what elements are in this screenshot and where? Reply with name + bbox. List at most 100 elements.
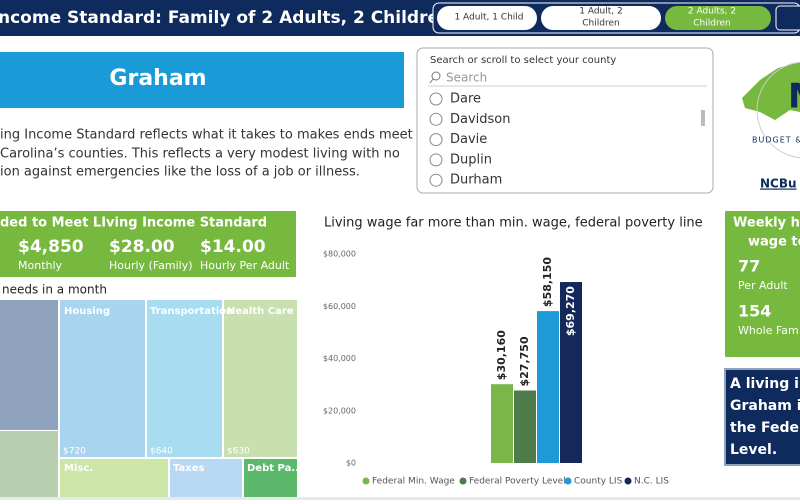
callout-line: Graham is: [730, 398, 800, 414]
callout-line: Level.: [730, 442, 777, 458]
radio[interactable]: [429, 173, 443, 187]
value-label: $58,150: [541, 257, 554, 307]
tab[interactable]: [437, 6, 537, 30]
tile-label: Health Care: [227, 306, 294, 317]
value-label: $30,160: [495, 330, 508, 380]
logo-tagline: BUDGET &: [752, 136, 800, 145]
slicer-option[interactable]: Durham: [450, 173, 502, 188]
card-title: Weekly ho: [733, 216, 800, 231]
legend-label: Federal Poverty Level: [469, 477, 566, 487]
slicer-options: Dare Davidson Davie Duplin Durham: [429, 92, 511, 188]
tab-selected[interactable]: [665, 6, 771, 30]
bar: [537, 311, 559, 463]
chart-title: Living wage far more than min. wage, fed…: [324, 216, 703, 231]
tile-label: Misc.: [64, 463, 93, 474]
tile-value: $720: [63, 447, 86, 457]
card-title: ded to Meet LIving Income Standard: [0, 216, 267, 231]
treemap-tile: [147, 300, 222, 457]
slicer-option[interactable]: Duplin: [450, 152, 492, 167]
search-icon: [429, 78, 434, 84]
tile-value: $640: [150, 447, 173, 457]
slicer-label: Search or scroll to select your county: [430, 55, 616, 66]
card-value: $28.00: [109, 237, 175, 257]
treemap-title: needs in a month: [2, 283, 107, 297]
treemap-tile: [244, 459, 297, 497]
card-value: 154: [738, 302, 771, 321]
legend-marker: [459, 477, 467, 485]
tab-label: 1 Adult, 1 Child: [454, 13, 523, 23]
logo-letter: M: [788, 77, 800, 117]
needed-card: [0, 211, 296, 277]
radio[interactable]: [429, 133, 443, 147]
treemap-tile: [0, 431, 58, 497]
legend-label: Federal Min. Wage: [372, 477, 455, 487]
card-value: $14.00: [200, 237, 266, 257]
tab-label: 2 Adults, 2: [688, 7, 736, 17]
description-line: ing Income Standard reflects what it tak…: [0, 128, 448, 143]
y-tick-label: $0: [346, 459, 356, 468]
tab-label: 1 Adult, 2: [579, 7, 622, 17]
y-tick-label: $60,000: [323, 302, 356, 311]
card-title: wage to: [748, 235, 800, 250]
search-input[interactable]: Search: [446, 71, 487, 85]
bar-chart: $0 $20,000 $40,000 $60,000 $80,000 $30,160 $27…: [323, 250, 669, 487]
tab[interactable]: [775, 5, 800, 31]
bar: [514, 390, 536, 463]
treemap-tile: [60, 459, 168, 497]
y-tick-label: $80,000: [323, 250, 356, 259]
slicer-option[interactable]: Davie: [450, 132, 487, 147]
callout-line: the Feder: [730, 420, 800, 436]
card-value: $4,850: [18, 237, 84, 257]
card-label: Monthly: [18, 259, 63, 272]
weekly-card: [725, 211, 800, 357]
tab[interactable]: [541, 6, 661, 30]
county-banner: [0, 52, 404, 108]
treemap-tile: [60, 300, 145, 457]
logo-ring: [756, 61, 800, 159]
legend-marker: [362, 477, 370, 485]
tile-label: Taxes: [173, 463, 205, 474]
bar: [560, 282, 582, 463]
legend-label: N.C. LIS: [634, 477, 669, 487]
slicer-option[interactable]: Dare: [450, 92, 481, 107]
bar: [491, 384, 513, 463]
logo-link[interactable]: NCBu: [760, 177, 797, 191]
card-value: 77: [738, 257, 760, 276]
callout-box: [724, 368, 800, 466]
description-line: ion against emergencies like the loss of…: [0, 165, 360, 180]
description-line: Carolina’s counties. This reflects a ver…: [0, 147, 400, 162]
tile-label: Housing: [64, 306, 110, 317]
tile-label: Transportation: [150, 306, 233, 317]
treemap-tile: [0, 300, 58, 430]
card-label: Hourly (Family): [109, 259, 193, 272]
scrollbar[interactable]: [701, 110, 705, 126]
treemap-tile: [170, 459, 242, 497]
radio[interactable]: [429, 92, 443, 106]
header-title: ncome Standard: Family of 2 Adults, 2 Ch…: [0, 8, 451, 28]
callout-line: A living in: [730, 376, 800, 392]
county-slicer: [416, 47, 714, 194]
tab-label: Children: [693, 19, 730, 29]
value-label: $27,750: [518, 336, 531, 386]
logo-shape: [742, 62, 800, 120]
radio[interactable]: [429, 153, 443, 167]
legend-marker: [624, 477, 632, 485]
legend-label: County LIS: [574, 477, 623, 487]
tile-value: $630: [227, 447, 250, 457]
radio[interactable]: [429, 112, 443, 126]
y-tick-label: $20,000: [323, 406, 356, 415]
slicer-option[interactable]: Davidson: [450, 112, 511, 127]
tab-label: Children: [582, 19, 619, 29]
search-icon: [431, 71, 441, 81]
tile-label: Debt Pa...: [247, 463, 303, 474]
card-label: Whole Fam: [738, 324, 799, 337]
county-name: Graham: [109, 66, 206, 91]
card-label: Per Adult: [738, 279, 788, 292]
y-tick-label: $40,000: [323, 354, 356, 363]
bottom-bar: [0, 497, 800, 500]
legend-marker: [564, 477, 572, 485]
value-label: $69,270: [564, 286, 577, 336]
card-label: Hourly Per Adult: [200, 259, 290, 272]
